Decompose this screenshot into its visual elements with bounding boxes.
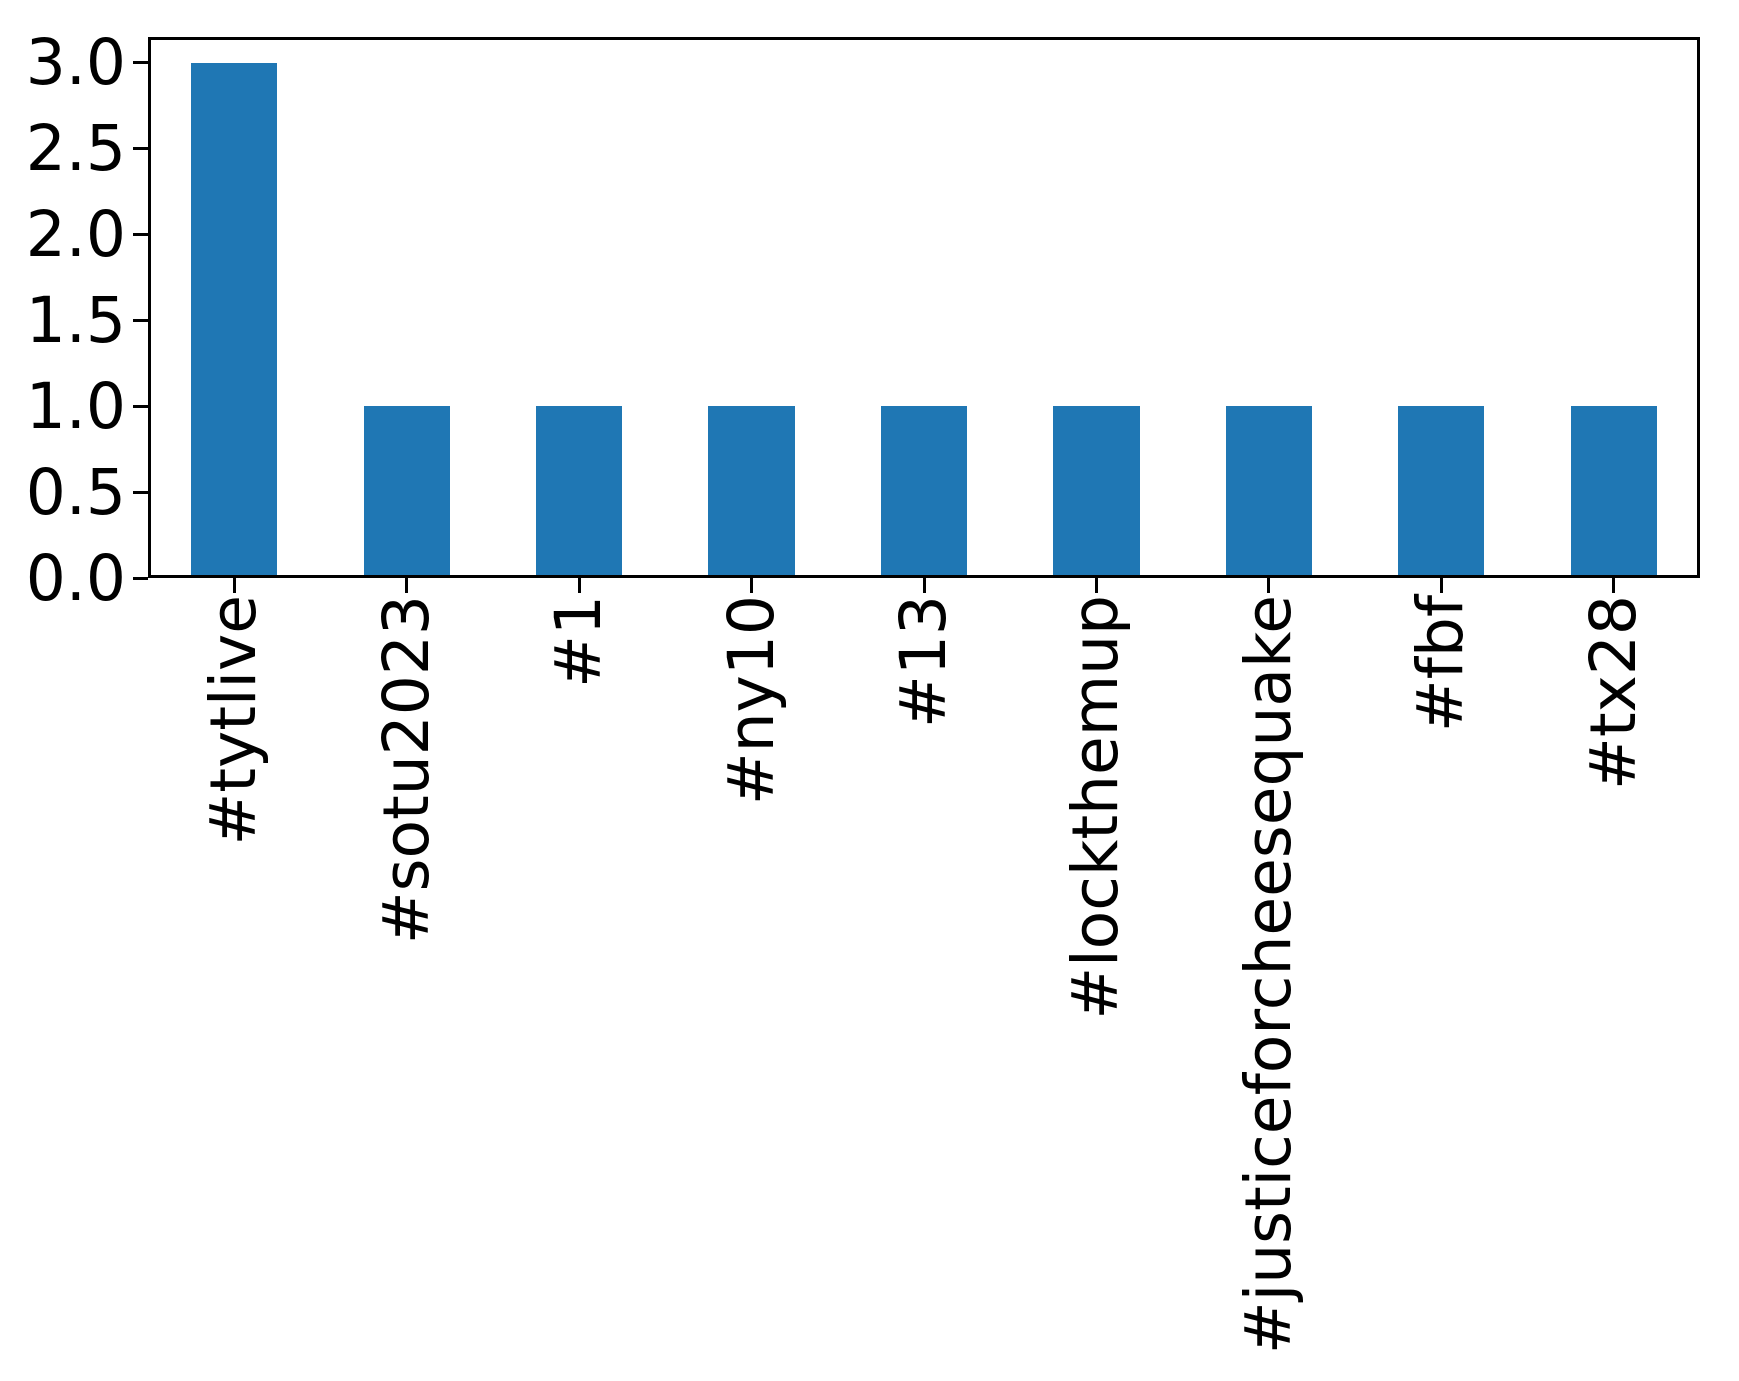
bar [191, 62, 278, 575]
y-tick-mark [133, 318, 148, 322]
y-tick-label: 1.0 [25, 369, 126, 443]
x-tick-label: #tytlive [197, 595, 271, 846]
x-tick-mark [1094, 578, 1098, 593]
bar [1225, 406, 1312, 575]
y-tick-label: 2.0 [25, 198, 126, 271]
x-tick-label-text: #ny10 [714, 595, 788, 806]
x-tick-label: #sotu2023 [369, 595, 443, 945]
bar [708, 406, 795, 575]
x-tick-label: #13 [887, 595, 960, 728]
x-tick-label: #fbf [1404, 595, 1478, 733]
y-tick-label: 1.5 [25, 283, 126, 357]
x-tick-label-text: #fbf [1404, 595, 1478, 733]
bar [880, 406, 968, 575]
x-tick-label-text: #1 [542, 595, 616, 688]
x-tick-mark [577, 578, 581, 593]
x-tick-label-text: #tx28 [1576, 595, 1650, 790]
bar [1398, 406, 1485, 575]
bar [363, 406, 450, 575]
x-tick-label: #justiceforcheesequake [1231, 595, 1305, 1355]
y-tick-mark [133, 404, 148, 408]
y-tick-label: 3.0 [25, 26, 126, 100]
x-tick-label-text: #lockthemup [1059, 595, 1133, 1020]
y-tick-mark [133, 61, 148, 65]
x-tick-mark [922, 578, 926, 593]
x-tick-label: #1 [542, 595, 616, 688]
x-tick-mark [232, 578, 236, 593]
x-tick-label: #lockthemup [1059, 595, 1133, 1020]
x-tick-mark [1612, 578, 1616, 593]
x-tick-label: #ny10 [714, 595, 788, 806]
x-tick-label-text: #sotu2023 [369, 595, 443, 945]
y-tick-mark [133, 490, 148, 494]
x-tick-mark [750, 578, 754, 593]
x-tick-label-text: #justiceforcheesequake [1231, 595, 1305, 1355]
y-tick-mark [133, 147, 148, 151]
y-tick-label: 0.0 [25, 541, 126, 615]
x-tick-label-text: #tytlive [197, 595, 271, 846]
bar [1053, 406, 1140, 575]
y-tick-mark [133, 576, 148, 580]
x-tick-mark [1267, 578, 1271, 593]
x-tick-mark [1439, 578, 1443, 593]
x-tick-label-text: #13 [887, 595, 960, 728]
bar [536, 406, 623, 575]
x-tick-label: #tx28 [1576, 595, 1650, 790]
y-tick-label: 2.5 [25, 112, 126, 186]
y-tick-mark [133, 233, 148, 236]
bar [1570, 406, 1657, 575]
y-tick-label: 0.5 [25, 455, 126, 529]
x-tick-mark [405, 578, 409, 593]
